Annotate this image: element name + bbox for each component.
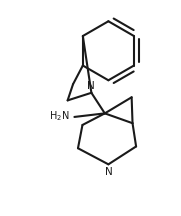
Text: H$_2$N: H$_2$N	[49, 110, 69, 124]
Text: N: N	[87, 81, 94, 91]
Text: N: N	[104, 167, 112, 177]
